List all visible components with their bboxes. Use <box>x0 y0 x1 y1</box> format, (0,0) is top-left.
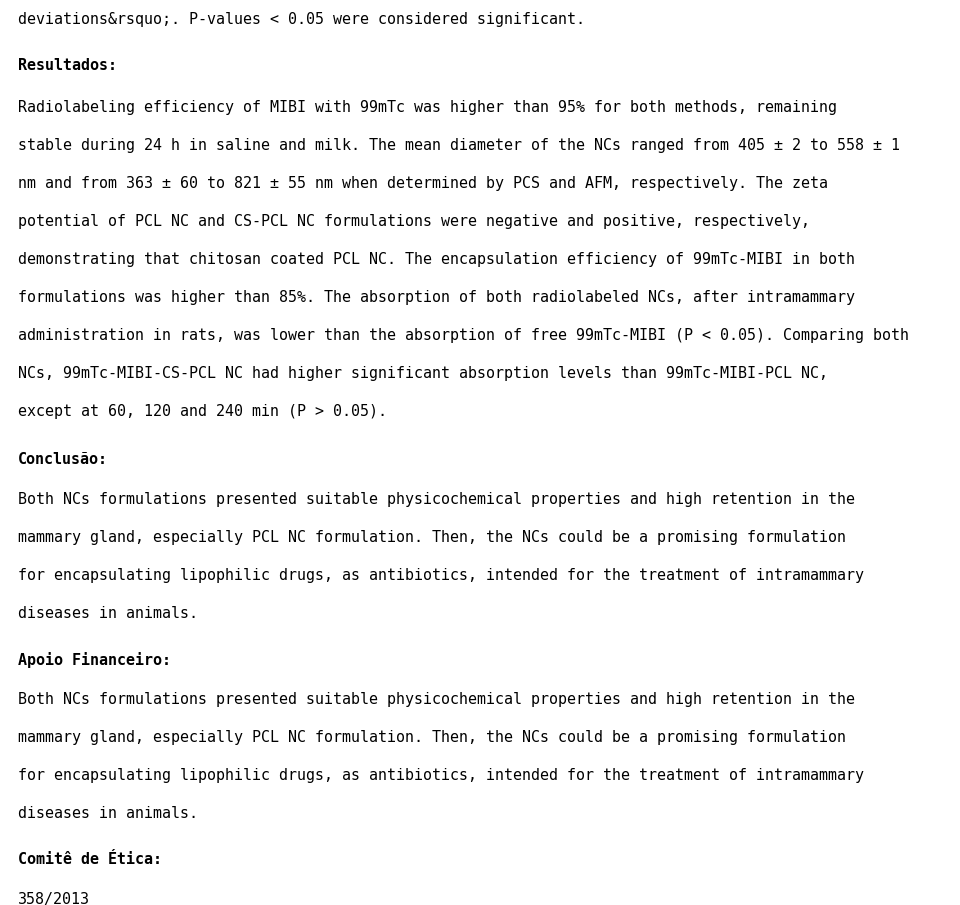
Text: Comitê de Ética:: Comitê de Ética: <box>18 852 162 867</box>
Text: demonstrating that chitosan coated PCL NC. The encapsulation efficiency of 99mTc: demonstrating that chitosan coated PCL N… <box>18 252 855 267</box>
Text: mammary gland, especially PCL NC formulation. Then, the NCs could be a promising: mammary gland, especially PCL NC formula… <box>18 730 846 745</box>
Text: potential of PCL NC and CS-PCL NC formulations were negative and positive, respe: potential of PCL NC and CS-PCL NC formul… <box>18 214 810 229</box>
Text: Both NCs formulations presented suitable physicochemical properties and high ret: Both NCs formulations presented suitable… <box>18 692 855 707</box>
Text: diseases in animals.: diseases in animals. <box>18 606 198 621</box>
Text: Apoio Financeiro:: Apoio Financeiro: <box>18 652 171 668</box>
Text: Radiolabeling efficiency of MIBI with 99mTc was higher than 95% for both methods: Radiolabeling efficiency of MIBI with 99… <box>18 100 837 115</box>
Text: Conclusão:: Conclusão: <box>18 452 108 467</box>
Text: for encapsulating lipophilic drugs, as antibiotics, intended for the treatment o: for encapsulating lipophilic drugs, as a… <box>18 768 864 783</box>
Text: diseases in animals.: diseases in animals. <box>18 806 198 821</box>
Text: except at 60, 120 and 240 min (P > 0.05).: except at 60, 120 and 240 min (P > 0.05)… <box>18 404 387 419</box>
Text: administration in rats, was lower than the absorption of free 99mTc-MIBI (P < 0.: administration in rats, was lower than t… <box>18 328 909 343</box>
Text: for encapsulating lipophilic drugs, as antibiotics, intended for the treatment o: for encapsulating lipophilic drugs, as a… <box>18 568 864 583</box>
Text: NCs, 99mTc-MIBI-CS-PCL NC had higher significant absorption levels than 99mTc-MI: NCs, 99mTc-MIBI-CS-PCL NC had higher sig… <box>18 366 828 381</box>
Text: formulations was higher than 85%. The absorption of both radiolabeled NCs, after: formulations was higher than 85%. The ab… <box>18 290 855 305</box>
Text: stable during 24 h in saline and milk. The mean diameter of the NCs ranged from : stable during 24 h in saline and milk. T… <box>18 138 900 153</box>
Text: Resultados:: Resultados: <box>18 58 117 73</box>
Text: deviations&rsquo;. P-values < 0.05 were considered significant.: deviations&rsquo;. P-values < 0.05 were … <box>18 12 585 27</box>
Text: nm and from 363 ± 60 to 821 ± 55 nm when determined by PCS and AFM, respectively: nm and from 363 ± 60 to 821 ± 55 nm when… <box>18 176 828 191</box>
Text: mammary gland, especially PCL NC formulation. Then, the NCs could be a promising: mammary gland, especially PCL NC formula… <box>18 530 846 545</box>
Text: Both NCs formulations presented suitable physicochemical properties and high ret: Both NCs formulations presented suitable… <box>18 492 855 507</box>
Text: 358/2013: 358/2013 <box>18 892 90 905</box>
